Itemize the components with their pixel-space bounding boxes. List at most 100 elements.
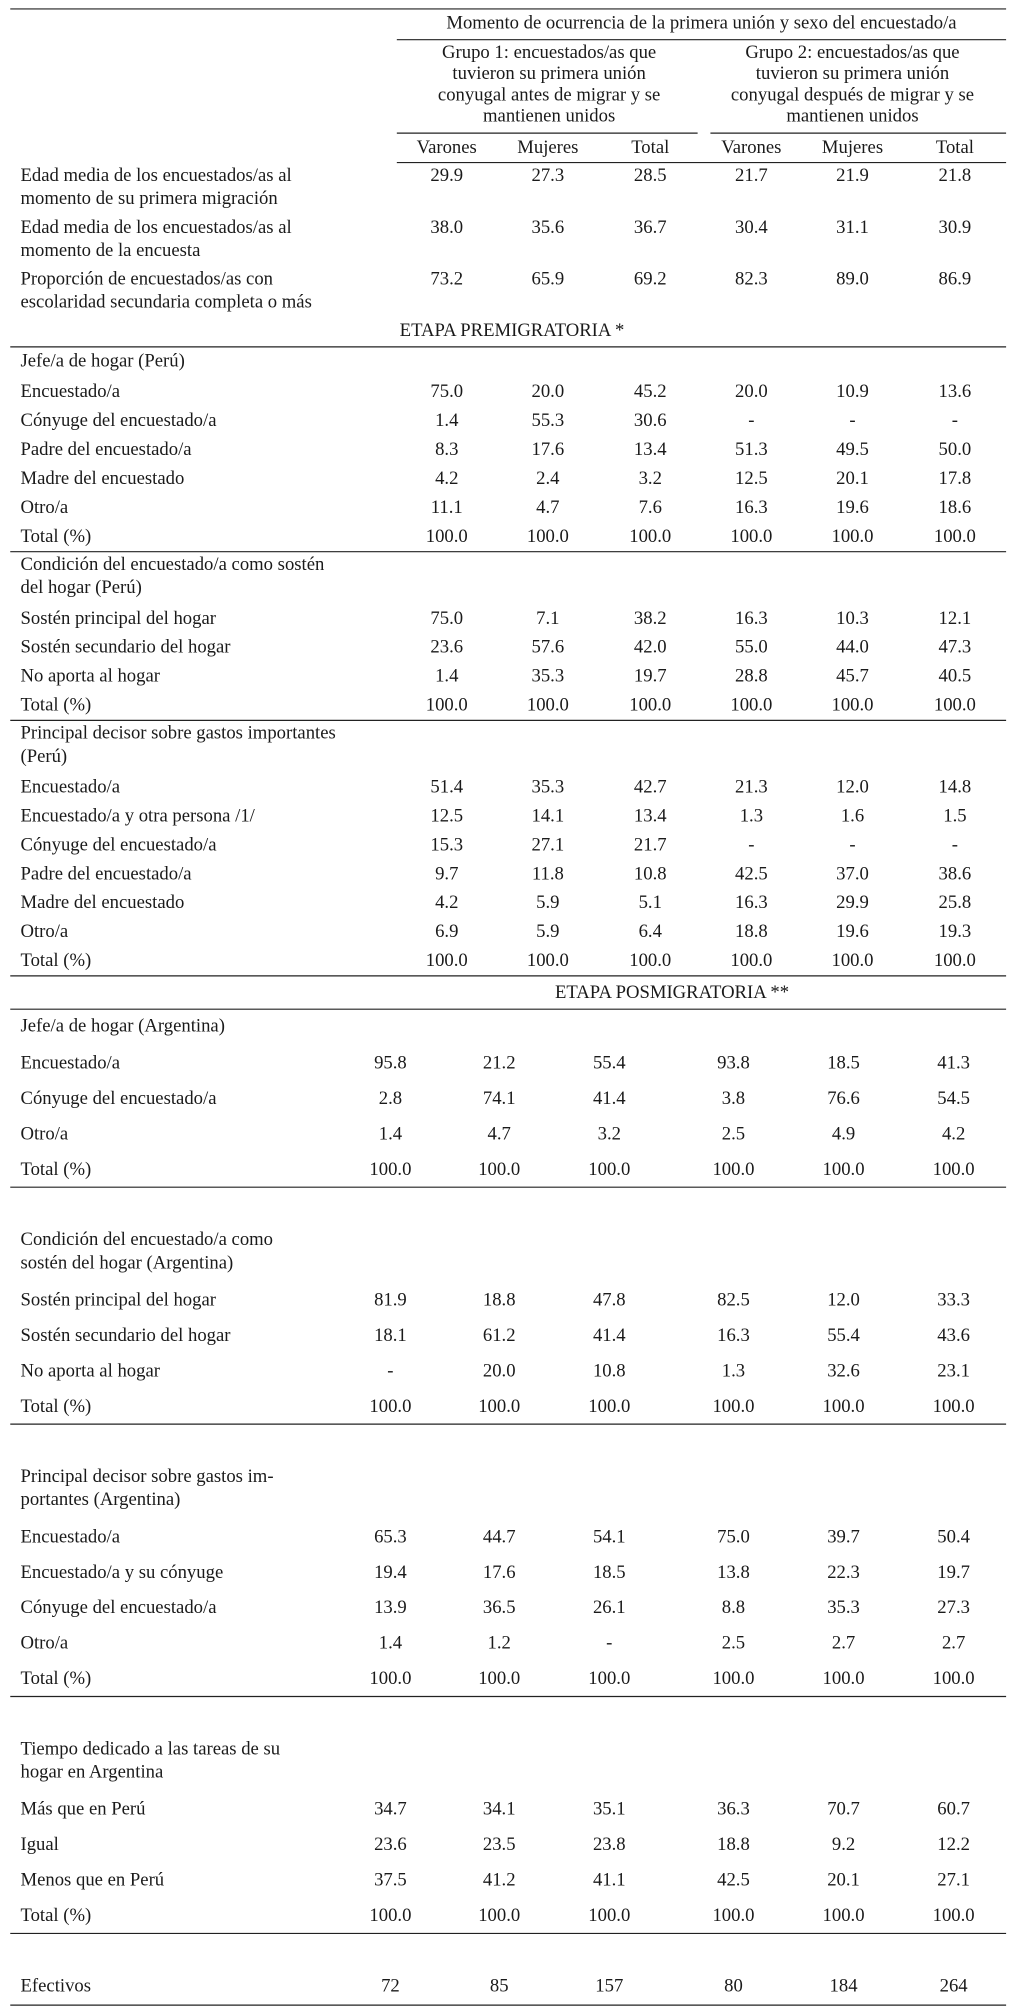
cell: 55.3: [532, 410, 565, 431]
cell: 12.5: [735, 468, 768, 489]
cell: 19.7: [634, 666, 667, 687]
cell: 44.0: [836, 637, 869, 658]
group-header: Grupo 1: encuestados/as que: [442, 42, 656, 63]
group-header: mantienen unidos: [786, 105, 918, 126]
cell: 14.8: [939, 777, 972, 798]
cell: 100.0: [478, 1905, 520, 1926]
row-label: Encuestado/a: [21, 381, 121, 402]
row-label: momento de la encuesta: [21, 240, 202, 261]
cell: 1.4: [435, 666, 459, 687]
cell: 100.0: [426, 526, 468, 547]
cell: 6.4: [639, 921, 663, 942]
cell: 95.8: [374, 1052, 407, 1073]
cell: 100.0: [934, 526, 976, 547]
cell: 7.6: [639, 497, 662, 518]
cell: 1.4: [379, 1633, 403, 1654]
cell: 100.0: [369, 1668, 411, 1689]
cell: 45.2: [634, 381, 667, 402]
cell: 61.2: [483, 1325, 516, 1346]
cell: 100.0: [426, 950, 468, 971]
cell: 3.2: [598, 1123, 621, 1144]
cell: 19.4: [374, 1562, 407, 1583]
cell: 19.6: [836, 497, 869, 518]
cell: 3.8: [722, 1088, 745, 1109]
group-header: Grupo 2: encuestados/as que: [745, 42, 959, 63]
cell: 19.6: [836, 921, 869, 942]
cell: 32.6: [827, 1360, 860, 1381]
cell: 4.2: [435, 468, 458, 489]
cell: 10.9: [836, 381, 869, 402]
cell: 100.0: [527, 950, 569, 971]
cell: 1.5: [943, 805, 966, 826]
cell: 36.7: [634, 217, 667, 238]
cell: 9.2: [832, 1834, 855, 1855]
cell: 44.7: [483, 1526, 516, 1547]
cell: 17.6: [532, 439, 565, 460]
row-label: No aporta al hogar: [21, 1360, 161, 1381]
cell: 10.3: [836, 608, 869, 629]
cell: 41.4: [593, 1325, 626, 1346]
row-label: Otro/a: [21, 1633, 69, 1654]
cell: 15.3: [430, 834, 463, 855]
cell: 70.7: [827, 1799, 860, 1820]
cell: 51.4: [430, 777, 463, 798]
cell: 13.6: [939, 381, 972, 402]
block-title: Jefe/a de hogar (Argentina): [21, 1015, 225, 1036]
cell: 75.0: [717, 1526, 750, 1547]
cell: 10.8: [634, 863, 667, 884]
cell: 36.3: [717, 1799, 750, 1820]
block-title: Jefe/a de hogar (Perú): [21, 351, 185, 372]
cell: 16.3: [717, 1325, 750, 1346]
cell: 20.1: [827, 1870, 860, 1891]
cell: 55.4: [593, 1052, 626, 1073]
cell: 65.9: [532, 269, 565, 290]
cell: 100.0: [933, 1396, 975, 1417]
cell: 100.0: [629, 950, 671, 971]
cell: 23.1: [937, 1360, 970, 1381]
cell: 100.0: [629, 526, 671, 547]
cell: 100.0: [934, 950, 976, 971]
cell: 18.5: [827, 1052, 860, 1073]
cell: 20.0: [735, 381, 768, 402]
cell: 2.7: [832, 1633, 855, 1654]
cell: 72: [381, 1975, 400, 1996]
cell: 50.4: [937, 1526, 970, 1547]
cell: 34.1: [483, 1799, 516, 1820]
cell: 100.0: [823, 1905, 865, 1926]
cell: 13.4: [634, 805, 667, 826]
cell: 13.4: [634, 439, 667, 460]
row-label: Edad media de los encuestados/as al: [21, 217, 292, 238]
cell: 35.3: [827, 1597, 860, 1618]
cell: 14.1: [532, 805, 565, 826]
row-label: Total (%): [21, 1396, 92, 1417]
cell: 4.9: [832, 1123, 855, 1144]
block-title: (Perú): [21, 746, 68, 767]
cell: 27.3: [937, 1597, 970, 1618]
cell: 1.6: [841, 805, 864, 826]
cell: 13.9: [374, 1597, 407, 1618]
cell: 23.6: [430, 637, 463, 658]
row-label: Edad media de los encuestados/as al: [21, 165, 292, 186]
cell: 100.0: [823, 1396, 865, 1417]
cell: 100.0: [426, 695, 468, 716]
cell: 23.8: [593, 1834, 626, 1855]
cell: 100.0: [730, 526, 772, 547]
cell: 82.5: [717, 1289, 750, 1310]
cell: 100.0: [629, 695, 671, 716]
cell: 16.3: [735, 608, 768, 629]
row-label: Menos que en Perú: [21, 1870, 165, 1891]
group-header: tuvieron su primera unión: [452, 63, 646, 84]
row-label: Igual: [21, 1834, 59, 1855]
row-label: Total (%): [21, 1159, 92, 1180]
group-header: tuvieron su primera unión: [756, 63, 950, 84]
row-label: Efectivos: [21, 1975, 92, 1996]
row-label: Cónyuge del encuestado/a: [21, 1597, 218, 1618]
cell: 73.2: [430, 269, 463, 290]
cell: 37.5: [374, 1870, 407, 1891]
cell: 8.3: [435, 439, 458, 460]
cell: 45.7: [836, 666, 869, 687]
row-label: Sostén principal del hogar: [21, 608, 217, 629]
cell: 100.0: [527, 526, 569, 547]
cell: 26.1: [593, 1597, 626, 1618]
